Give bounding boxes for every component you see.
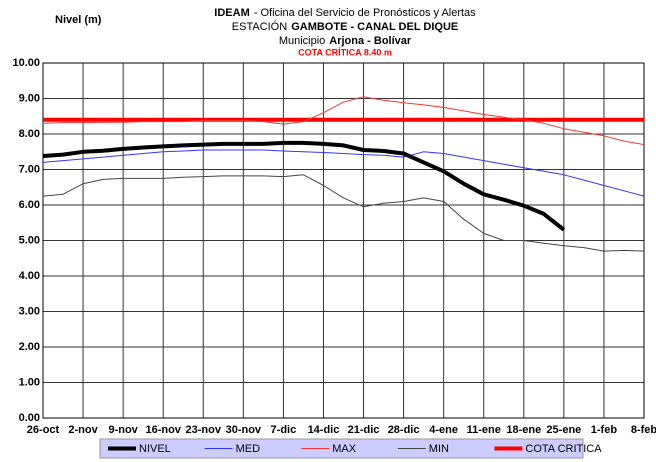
y-tick-label: 3.00 (19, 305, 40, 317)
x-tick-label: 4-ene (429, 424, 458, 436)
y-tick-label: 5.00 (19, 234, 40, 246)
series-line (42, 149, 645, 197)
y-tick-label: 9.00 (19, 92, 40, 104)
x-tick-label: 28-dic (388, 424, 420, 436)
y-tick-label: 10.00 (12, 57, 40, 69)
legend-label: MAX (332, 443, 357, 455)
x-tick-label: 1-feb (591, 424, 618, 436)
y-tick-label: 4.00 (19, 270, 40, 282)
header-text: Municipio (279, 35, 325, 47)
y-tick-label: 2.00 (19, 341, 40, 353)
legend-box (99, 438, 584, 459)
y-tick-label: 1.00 (19, 376, 40, 388)
y-tick-label: 0.00 (19, 412, 40, 424)
legend-label: MED (236, 443, 261, 455)
x-tick-label: 30-nov (226, 424, 262, 436)
header-bold: Arjona - Bolívar (329, 35, 412, 47)
x-tick-label: 25-ene (546, 424, 581, 436)
legend-label: NIVEL (139, 443, 171, 455)
series-line (42, 140, 566, 232)
header-bold: IDEAM (214, 7, 249, 19)
x-tick-label: 7-dic (271, 424, 297, 436)
header-line: IDEAM - Oficina del Servicio de Pronóstic… (214, 7, 476, 19)
y-tick-label: 6.00 (19, 199, 40, 211)
legend-label: MIN (429, 443, 449, 455)
x-tick-label: 14-dic (308, 424, 340, 436)
x-tick-label: 16-nov (145, 424, 181, 436)
x-tick-label: 9-nov (108, 424, 138, 436)
x-tick-label: 23-nov (186, 424, 222, 436)
header-text: ESTACIÓN (232, 20, 287, 33)
x-tick-label: 11-ene (467, 424, 501, 436)
series-line (42, 174, 645, 252)
header-bold: GAMBOTE - CANAL DEL DIQUE (291, 21, 458, 33)
y-axis-label: Nivel (m) (55, 14, 102, 26)
x-tick-label: 21-dic (348, 424, 380, 436)
y-tick-label: 8.00 (19, 128, 40, 140)
subtitle: COTA CRÍTICA 8.40 m (298, 47, 392, 57)
x-tick-label: 8-feb (631, 424, 656, 436)
legend-label: COTA CRITICA (525, 443, 602, 455)
x-tick-label: 26-oct (27, 424, 60, 436)
x-tick-label: 18-ene (506, 424, 541, 436)
header-line: Municipio Arjona - Bolívar (279, 35, 412, 47)
header-text: - Oficina del Servicio de Pronósticos y … (254, 7, 476, 19)
header-line: ESTACIÓN GAMBOTE - CANAL DEL DIQUE (232, 20, 458, 33)
x-tick-label: 2-nov (68, 424, 98, 436)
series-line (42, 96, 645, 146)
plot-border (42, 62, 645, 419)
y-tick-label: 7.00 (19, 163, 40, 175)
